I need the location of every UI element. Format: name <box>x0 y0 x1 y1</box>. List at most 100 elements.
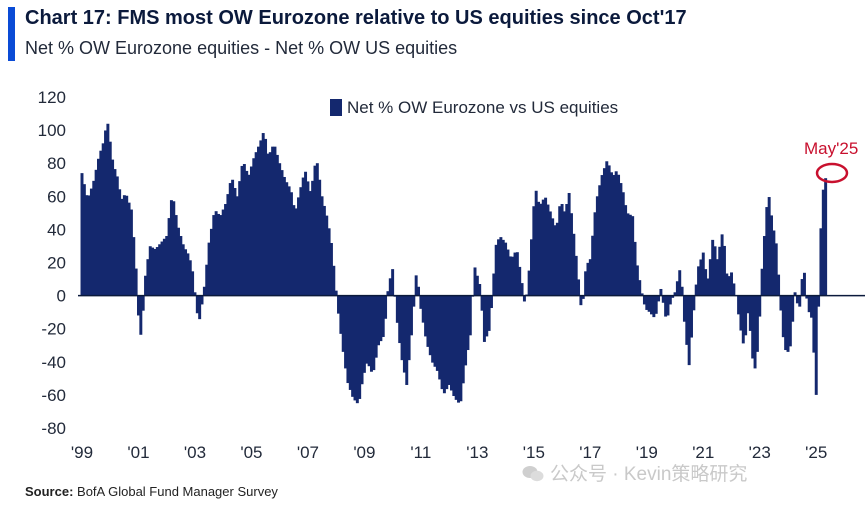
bar <box>372 295 376 371</box>
annotation-circle <box>815 162 849 184</box>
bar <box>386 291 390 296</box>
bar <box>713 246 717 296</box>
bar <box>645 295 649 310</box>
bar <box>454 295 458 400</box>
bar <box>207 242 211 296</box>
bar <box>169 200 173 296</box>
bar <box>593 212 597 296</box>
bar <box>602 168 606 296</box>
bar <box>235 196 239 296</box>
bar <box>779 295 783 311</box>
bar <box>654 295 658 314</box>
bar <box>442 295 446 394</box>
bar <box>294 208 298 296</box>
x-tick-label: '01 <box>127 443 149 462</box>
bar <box>82 184 86 296</box>
bar <box>177 227 180 296</box>
bar <box>360 295 364 385</box>
bar <box>271 146 275 296</box>
bar <box>482 295 486 342</box>
bar <box>268 152 272 296</box>
bar <box>607 165 611 296</box>
bar <box>252 158 256 296</box>
bar <box>762 236 766 296</box>
bar <box>438 295 442 380</box>
bar <box>814 295 818 395</box>
bar <box>610 172 613 296</box>
bar <box>424 295 428 337</box>
bar <box>586 262 590 296</box>
bar <box>240 165 244 296</box>
bar <box>544 197 548 296</box>
x-tick-label: '21 <box>692 443 714 462</box>
bar <box>344 295 348 369</box>
watermark-text: 公众号 · Kevin策略研究 <box>550 464 748 485</box>
bar <box>313 165 317 296</box>
bar <box>541 199 545 296</box>
bar <box>633 241 637 296</box>
bar <box>315 163 319 296</box>
bar <box>355 295 359 404</box>
y-tick-label: -40 <box>41 353 66 372</box>
bar <box>398 295 402 344</box>
bar <box>320 196 324 296</box>
bar <box>579 295 583 306</box>
bar <box>226 194 230 296</box>
bar <box>153 248 157 296</box>
bar <box>459 295 463 402</box>
bar <box>257 146 260 296</box>
may25-annotation: May'25 <box>804 139 858 184</box>
bar <box>377 295 380 346</box>
bar <box>595 196 599 296</box>
bar <box>555 222 559 296</box>
bar <box>282 176 286 296</box>
bar <box>513 252 517 296</box>
bar <box>445 295 449 390</box>
bar <box>198 295 202 320</box>
bar <box>440 295 444 390</box>
bar <box>292 205 296 296</box>
bar <box>527 270 531 296</box>
x-tick-label: '19 <box>636 443 658 462</box>
bar <box>642 295 646 305</box>
bar <box>824 178 828 296</box>
bar <box>612 174 616 296</box>
bar <box>209 228 213 296</box>
bar <box>574 255 578 296</box>
bar <box>553 225 557 296</box>
bar <box>666 295 670 316</box>
bar <box>819 228 823 296</box>
bar <box>732 283 736 296</box>
bar <box>690 295 693 338</box>
bar <box>798 295 802 307</box>
bar <box>562 211 566 296</box>
bar-series <box>80 123 828 404</box>
bar <box>280 170 284 296</box>
bar <box>348 295 352 390</box>
bar <box>805 295 809 299</box>
bar <box>155 247 159 296</box>
bar <box>755 295 759 352</box>
bar <box>647 295 651 312</box>
bar <box>212 215 216 296</box>
bar <box>304 171 308 296</box>
bar <box>466 295 470 351</box>
bar <box>158 244 162 296</box>
y-tick-label: 60 <box>47 187 66 206</box>
bar <box>435 295 439 371</box>
bar <box>704 269 708 296</box>
bar <box>261 133 265 296</box>
bar <box>718 246 722 296</box>
bar <box>395 295 399 323</box>
bar <box>419 295 423 309</box>
bar <box>191 271 195 296</box>
title-accent-bar <box>8 7 15 61</box>
bar <box>499 237 503 296</box>
bar <box>758 295 762 317</box>
bar <box>141 295 145 311</box>
bar <box>414 275 418 296</box>
x-tick-label: '07 <box>297 443 319 462</box>
bar <box>591 235 595 296</box>
bar <box>671 295 675 298</box>
